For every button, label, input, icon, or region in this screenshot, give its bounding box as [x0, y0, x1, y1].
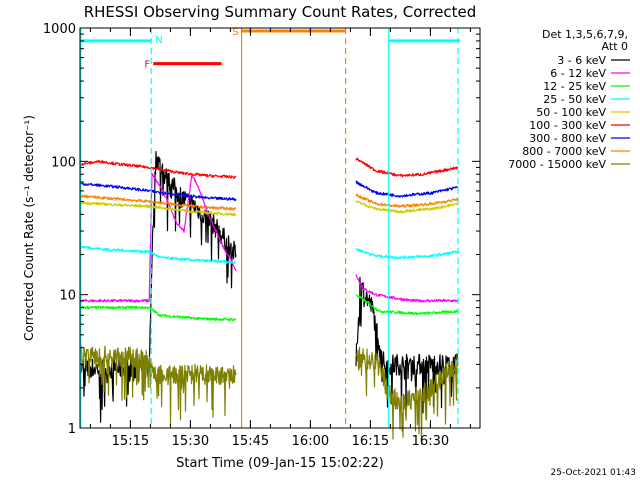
- series-line-7000-15000-kev-0: [79, 345, 237, 426]
- series-line-7000-15000-kev-1: [355, 346, 459, 445]
- series-line-6-12-kev-1: [355, 274, 459, 303]
- series-line-50-100-kev-1: [355, 200, 459, 214]
- series-6-12-kev: [79, 172, 459, 303]
- x-tick-label-5: 16:30: [412, 434, 449, 449]
- series-50-100-kev: [79, 200, 459, 217]
- series-line-300-800-kev-1: [355, 180, 459, 198]
- legend-header-1: Att 0: [602, 40, 628, 53]
- y-tick-label-2: 100: [51, 155, 76, 170]
- x-axis-title: Start Time (09-Jan-15 15:02:22): [176, 456, 384, 471]
- series-line-800-7000-kev-1: [355, 193, 459, 208]
- legend-label-12-25-kev: 12 - 25 keV: [543, 80, 606, 93]
- legend-label-50-100-kev: 50 - 100 keV: [536, 106, 606, 119]
- series-line-25-50-kev-0: [79, 244, 237, 265]
- state-bar-label-f: F: [144, 60, 150, 71]
- y-tick-label-3: 1000: [43, 22, 76, 37]
- legend-label-25-50-kev: 25 - 50 keV: [543, 93, 606, 106]
- series-line-12-25-kev-0: [79, 305, 237, 322]
- series-300-800-kev: [79, 180, 459, 201]
- legend-label-800-7000-kev: 800 - 7000 keV: [522, 145, 606, 158]
- legend-label-3-6-kev: 3 - 6 keV: [557, 54, 606, 67]
- footer-date: 25-Oct-2021 01:43: [551, 468, 636, 478]
- series-line-25-50-kev-1: [355, 247, 459, 260]
- x-tick-label-2: 15:45: [232, 434, 269, 449]
- series-line-800-7000-kev-0: [79, 194, 237, 211]
- series-line-100-300-kev-1: [355, 157, 459, 178]
- series-line-50-100-kev-0: [79, 200, 237, 217]
- legend-label-300-800-kev: 300 - 800 keV: [529, 132, 606, 145]
- plot-frame: [79, 27, 481, 429]
- series-25-50-kev: [79, 244, 459, 265]
- y-tick-label-1: 10: [59, 289, 76, 304]
- y-tick-label-0: 1: [68, 422, 76, 437]
- state-bar-label-s: S: [232, 27, 238, 38]
- series-7000-15000-kev: [79, 345, 459, 445]
- series-100-300-kev: [79, 157, 459, 179]
- y-axis-title: Corrected Count Rate (s⁻¹ detector⁻¹): [22, 115, 36, 341]
- chart-title: RHESSI Observing Summary Count Rates, Co…: [84, 3, 477, 21]
- series-line-6-12-kev-0: [79, 172, 237, 303]
- series-800-7000-kev: [79, 193, 459, 211]
- legend-header-0: Det 1,3,5,6,7,9,: [542, 28, 628, 41]
- legend-label-7000-15000-kev: 7000 - 15000 keV: [508, 158, 606, 171]
- state-bar-label-n: N: [155, 35, 162, 46]
- legend-label-100-300-kev: 100 - 300 keV: [529, 119, 606, 132]
- series-line-3-6-kev-1: [355, 276, 459, 415]
- x-tick-label-0: 15:15: [112, 434, 149, 449]
- series-12-25-kev: [79, 294, 459, 322]
- series-line-300-800-kev-0: [79, 182, 237, 201]
- x-tick-label-3: 16:00: [292, 434, 329, 449]
- x-tick-label-4: 16:15: [352, 434, 389, 449]
- legend-label-6-12-kev: 6 - 12 keV: [550, 67, 606, 80]
- series-line-12-25-kev-1: [355, 294, 459, 316]
- series-line-100-300-kev-0: [79, 159, 237, 179]
- x-tick-label-1: 15:30: [172, 434, 209, 449]
